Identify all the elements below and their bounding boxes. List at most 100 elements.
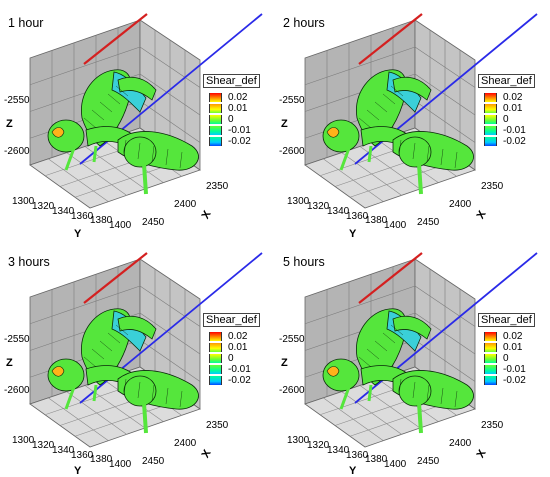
- y-axis-label: Y: [74, 465, 82, 477]
- mesh-line: [426, 145, 430, 163]
- y-tick-label: 1320: [307, 201, 330, 212]
- mesh-line: [440, 148, 444, 166]
- legend-level: -0.02: [503, 375, 526, 386]
- legend-level: 0.01: [503, 103, 523, 114]
- mesh-line: [83, 356, 97, 368]
- y-axis-label: Y: [349, 465, 357, 477]
- mesh-line: [137, 142, 141, 160]
- support-leg: [417, 402, 423, 434]
- mesh-line: [123, 139, 127, 157]
- structure-body: [47, 69, 199, 195]
- x-tick-label: 2400: [449, 199, 472, 210]
- grid-line: [139, 73, 201, 116]
- support-leg: [417, 163, 423, 195]
- mesh-line: [390, 85, 404, 97]
- lower-sphere: [398, 136, 432, 168]
- legend-swatch: [484, 137, 497, 146]
- mesh-line: [151, 145, 155, 163]
- top-bar: [392, 315, 432, 340]
- z-tick-label: -2600: [4, 146, 30, 157]
- y-tick-label: 1320: [32, 201, 55, 212]
- x-tick-label: 2400: [174, 199, 197, 210]
- legend-level: 0.02: [228, 92, 248, 103]
- mesh-line: [165, 387, 169, 405]
- mesh-line: [137, 381, 141, 399]
- legend-level: 0: [503, 114, 509, 125]
- legend-level: 0.02: [503, 92, 523, 103]
- mesh-line: [382, 332, 396, 344]
- top-bar: [392, 76, 432, 101]
- z-axis-label: Z: [281, 357, 288, 369]
- legend-swatch: [484, 104, 497, 113]
- grid-line: [414, 312, 476, 355]
- mesh-line: [358, 117, 372, 129]
- grid-line: [29, 46, 141, 86]
- legend-swatch: [209, 354, 222, 363]
- grid-line: [139, 46, 201, 88]
- mesh-line: [107, 93, 121, 105]
- z-tick-label: -2550: [4, 334, 30, 345]
- y-tick-label: 1360: [71, 450, 94, 461]
- z-tick-label: -2600: [279, 385, 305, 396]
- support-leg: [142, 402, 148, 434]
- panel-plot: [29, 252, 263, 448]
- x-tick-label: 2350: [206, 420, 229, 431]
- panel-plot: [304, 13, 538, 209]
- x-tick-label: 2450: [142, 456, 165, 467]
- panel-3-hours: 3 hours -2550 -2600 Z 1300 1320 1340 136…: [0, 239, 275, 477]
- mesh-line: [390, 324, 404, 336]
- top-bar: [117, 315, 157, 340]
- legend-swatch: [484, 115, 497, 124]
- y-tick-label: 1400: [384, 220, 407, 231]
- y-tick-label: 1380: [365, 215, 388, 226]
- grid-line: [29, 285, 141, 325]
- mesh-line: [454, 151, 458, 169]
- mesh-line: [412, 142, 416, 160]
- legend-swatch: [484, 354, 497, 363]
- y-tick-label: 1320: [307, 440, 330, 451]
- red-line: [358, 13, 423, 65]
- z-axis-label: Z: [6, 118, 13, 130]
- left-sphere: [322, 358, 360, 392]
- y-tick-label: 1340: [327, 206, 350, 217]
- y-tick-label: 1340: [52, 445, 75, 456]
- panel-title: 2 hours: [283, 16, 325, 30]
- x-tick-label: 2450: [417, 456, 440, 467]
- legend-swatch: [209, 126, 222, 135]
- grid-line: [139, 285, 201, 327]
- mesh-line: [99, 340, 113, 352]
- y-tick-label: 1340: [52, 206, 75, 217]
- panel-1-hour: 1 hour -2550 -2600 Z 1300 1320 1340 1360…: [0, 0, 275, 240]
- legend-swatch: [209, 332, 222, 341]
- mesh-line: [115, 324, 129, 336]
- mesh-line: [426, 384, 430, 402]
- legend-title: Shear_def: [478, 313, 535, 327]
- y-tick-label: 1340: [327, 445, 350, 456]
- mesh-line: [179, 151, 183, 169]
- structure-body: [322, 308, 474, 434]
- y-tick-label: 1300: [287, 435, 310, 446]
- lower-sphere: [398, 375, 432, 407]
- z-tick-label: -2550: [279, 95, 305, 106]
- grid-line: [414, 100, 476, 143]
- mesh-line: [366, 109, 380, 121]
- shear-def-legend: Shear_def 0.02 0.01 0 -0.01 -0.02: [477, 309, 549, 395]
- legend-swatch: [209, 104, 222, 113]
- panel-5-hours: 5 hours -2550 -2600 Z 1300 1320 1340 136…: [275, 239, 550, 477]
- grid-line: [139, 339, 201, 382]
- legend-swatch: [209, 137, 222, 146]
- grid-line: [414, 46, 476, 88]
- legend-level: -0.01: [228, 125, 251, 136]
- support-leg: [367, 145, 373, 163]
- legend-swatch: [209, 115, 222, 124]
- legend-level: -0.02: [503, 136, 526, 147]
- y-axis-label: Y: [74, 228, 82, 240]
- legend-swatch: [209, 365, 222, 374]
- y-tick-label: 1380: [90, 454, 113, 465]
- grid-line: [139, 312, 201, 355]
- x-tick-label: 2350: [481, 181, 504, 192]
- legend-swatch: [484, 332, 497, 341]
- panel-title: 5 hours: [283, 255, 325, 269]
- z-tick-label: -2550: [279, 334, 305, 345]
- support-leg: [64, 147, 76, 171]
